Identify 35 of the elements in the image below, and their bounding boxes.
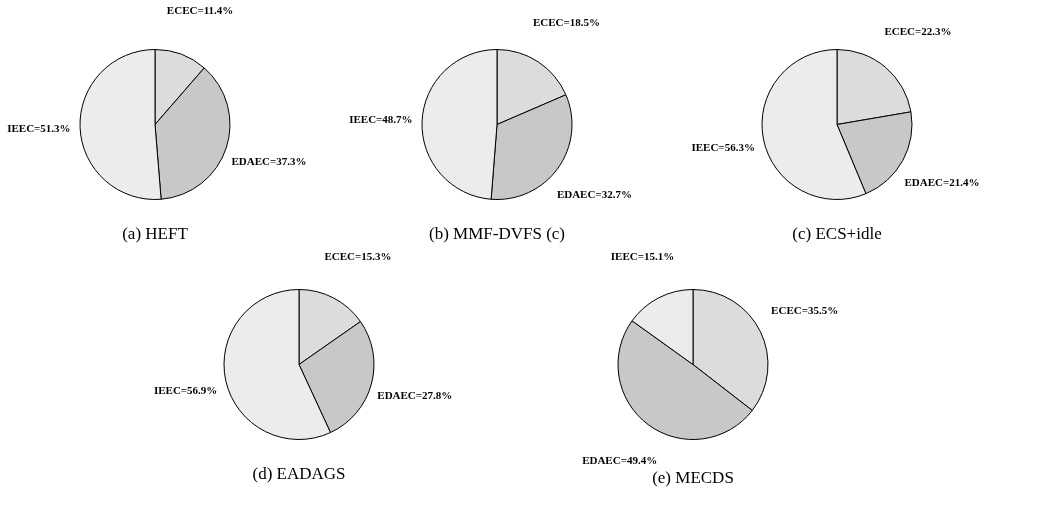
slice-label: IEEC — [691, 141, 719, 154]
slice-label: IEEC — [7, 122, 35, 135]
slice-label: EDAEC — [231, 155, 271, 168]
text: (a) HEFT — [122, 224, 189, 243]
data-label: =27.8% — [415, 389, 453, 402]
slice-label: EDAEC — [582, 454, 621, 467]
slice-label: IEEC — [349, 112, 377, 125]
slice-label: IEEC — [153, 383, 181, 396]
data-label: =18.5% — [563, 16, 601, 29]
data-label: =32.7% — [595, 187, 632, 200]
data-label: =11.4% — [197, 4, 234, 17]
data-label: =48.7% — [376, 112, 413, 125]
data-label: =37.3% — [269, 155, 307, 168]
data-label: =15.3% — [354, 250, 392, 263]
text: (d) EADAGS — [252, 464, 346, 483]
text: (c) ECS+idle — [792, 224, 882, 243]
text: (b) MMF-DVFS (c) — [429, 224, 565, 243]
data-label: =51.3% — [34, 122, 71, 135]
data-label: =35.5% — [801, 304, 839, 317]
slice-label: EDAEC — [377, 389, 416, 402]
data-label: =56.3% — [718, 141, 755, 154]
slice-label: EDAEC — [556, 187, 596, 200]
data-label: =22.3% — [915, 25, 952, 37]
text: (e) MECDS — [652, 468, 734, 488]
slice-label: ECEC — [324, 250, 355, 263]
slice-label: ECEC — [884, 25, 916, 37]
slice-label: ECEC — [771, 304, 802, 317]
data-label: =49.4% — [620, 454, 658, 467]
data-label: =56.9% — [180, 383, 218, 396]
data-label: =15.1% — [637, 249, 675, 262]
slice-label: ECEC — [532, 16, 564, 29]
slice-label: EDAEC — [904, 175, 944, 188]
slice-label: ECEC — [166, 4, 198, 17]
data-label: =21.4% — [943, 175, 980, 188]
slice-label: IEEC — [610, 249, 638, 262]
